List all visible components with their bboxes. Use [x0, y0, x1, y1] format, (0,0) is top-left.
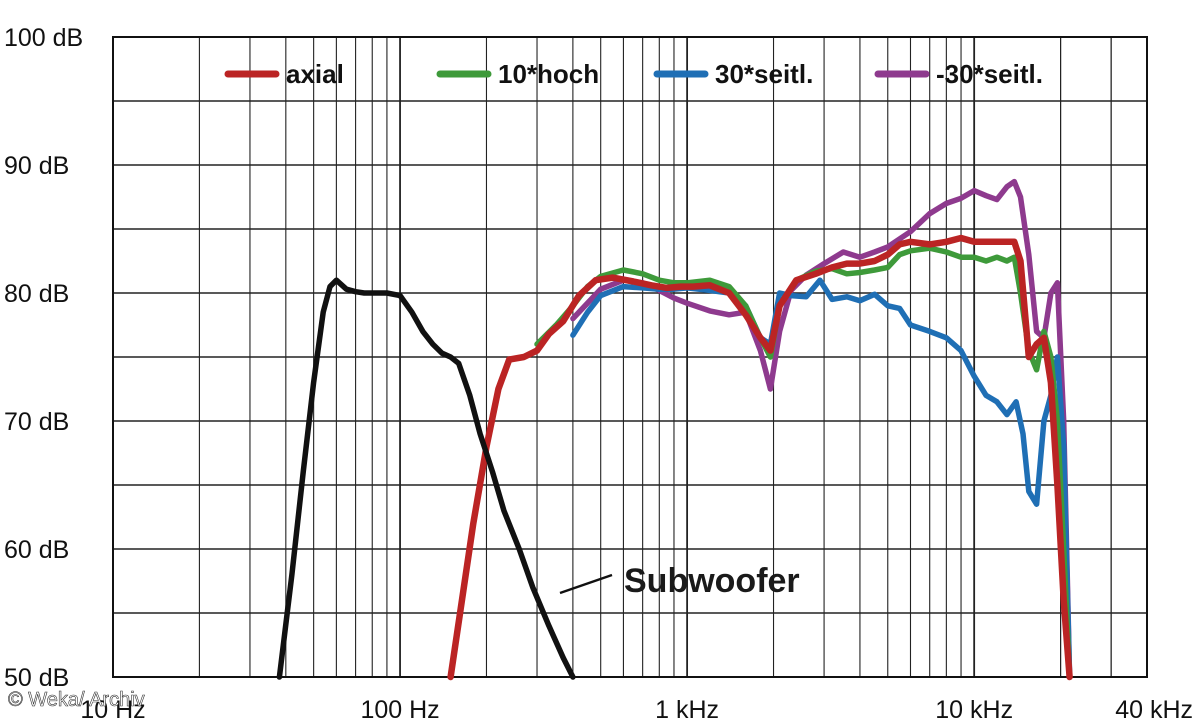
y-tick-label: 50 dB [4, 664, 69, 692]
legend-item: 10*hoch [436, 59, 599, 89]
x-tick-label: 40 kHz [1115, 696, 1193, 720]
annotation-leader [559, 573, 613, 595]
annotation-group: Subwoofer [559, 562, 800, 600]
series-subwoofer-line [276, 277, 576, 680]
y-tick-label: 80 dB [4, 280, 69, 308]
legend-label: -30*seitl. [936, 59, 1043, 89]
legend: axial 10*hoch 30*seitl. -30*seitl. [224, 59, 1043, 89]
legend-label: axial [286, 59, 344, 89]
series-group [276, 178, 1073, 681]
y-tick-label: 60 dB [4, 536, 69, 564]
x-tick-label: 1 kHz [655, 696, 719, 720]
watermark: © Weka/ Archiv [8, 689, 145, 711]
grid [112, 36, 1148, 678]
series-30-seitl-line [570, 277, 1073, 680]
axes: 100 dB 90 dB 80 dB 70 dB 60 dB 50 dB 10 Hz 100 … [4, 24, 1193, 720]
legend-item: 30*seitl. [653, 59, 813, 89]
annotation-label: Subwoofer [624, 562, 800, 600]
legend-item: axial [224, 59, 344, 89]
x-tick-label: 10 Hz [80, 696, 145, 720]
y-tick-label: 70 dB [4, 408, 69, 436]
series-30-seitl-line [570, 178, 1073, 680]
legend-label: 30*seitl. [715, 59, 813, 89]
legend-label: 10*hoch [498, 59, 599, 89]
legend-item: -30*seitl. [874, 59, 1043, 89]
x-tick-label: 10 kHz [935, 696, 1013, 720]
x-tick-label: 100 Hz [360, 696, 439, 720]
series-axial-line [447, 234, 1073, 681]
plot-frame [112, 36, 1148, 678]
y-tick-label: 90 dB [4, 152, 69, 180]
y-tick-label: 100 dB [4, 24, 83, 52]
